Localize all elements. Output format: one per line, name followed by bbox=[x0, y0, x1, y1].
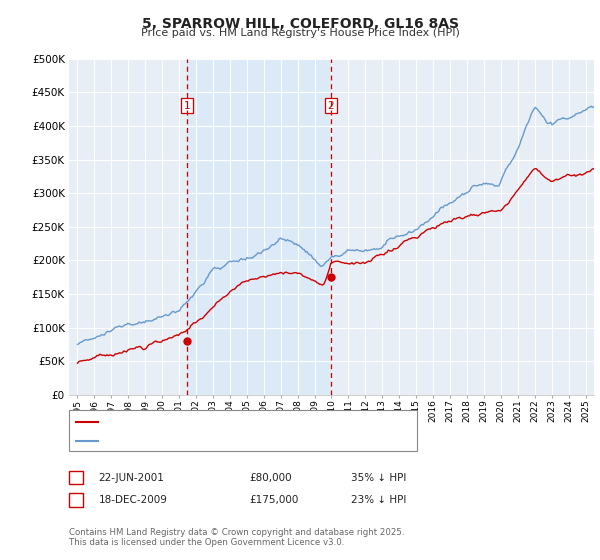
Text: 5, SPARROW HILL, COLEFORD, GL16 8AS: 5, SPARROW HILL, COLEFORD, GL16 8AS bbox=[142, 17, 458, 31]
Text: 18-DEC-2009: 18-DEC-2009 bbox=[98, 495, 167, 505]
Text: Price paid vs. HM Land Registry's House Price Index (HPI): Price paid vs. HM Land Registry's House … bbox=[140, 28, 460, 38]
Text: £80,000: £80,000 bbox=[249, 473, 292, 483]
Text: 5, SPARROW HILL, COLEFORD, GL16 8AS (detached house): 5, SPARROW HILL, COLEFORD, GL16 8AS (det… bbox=[102, 417, 391, 427]
Text: 2: 2 bbox=[73, 495, 80, 505]
Text: HPI: Average price, detached house, Forest of Dean: HPI: Average price, detached house, Fore… bbox=[102, 436, 354, 446]
Text: 2: 2 bbox=[328, 101, 334, 111]
Text: 35% ↓ HPI: 35% ↓ HPI bbox=[351, 473, 406, 483]
Text: £175,000: £175,000 bbox=[249, 495, 298, 505]
Text: 1: 1 bbox=[184, 101, 190, 111]
Text: 1: 1 bbox=[73, 473, 80, 483]
Bar bbox=[187, 59, 331, 395]
Text: 23% ↓ HPI: 23% ↓ HPI bbox=[351, 495, 406, 505]
Text: Contains HM Land Registry data © Crown copyright and database right 2025.
This d: Contains HM Land Registry data © Crown c… bbox=[69, 528, 404, 547]
Text: 22-JUN-2001: 22-JUN-2001 bbox=[98, 473, 164, 483]
